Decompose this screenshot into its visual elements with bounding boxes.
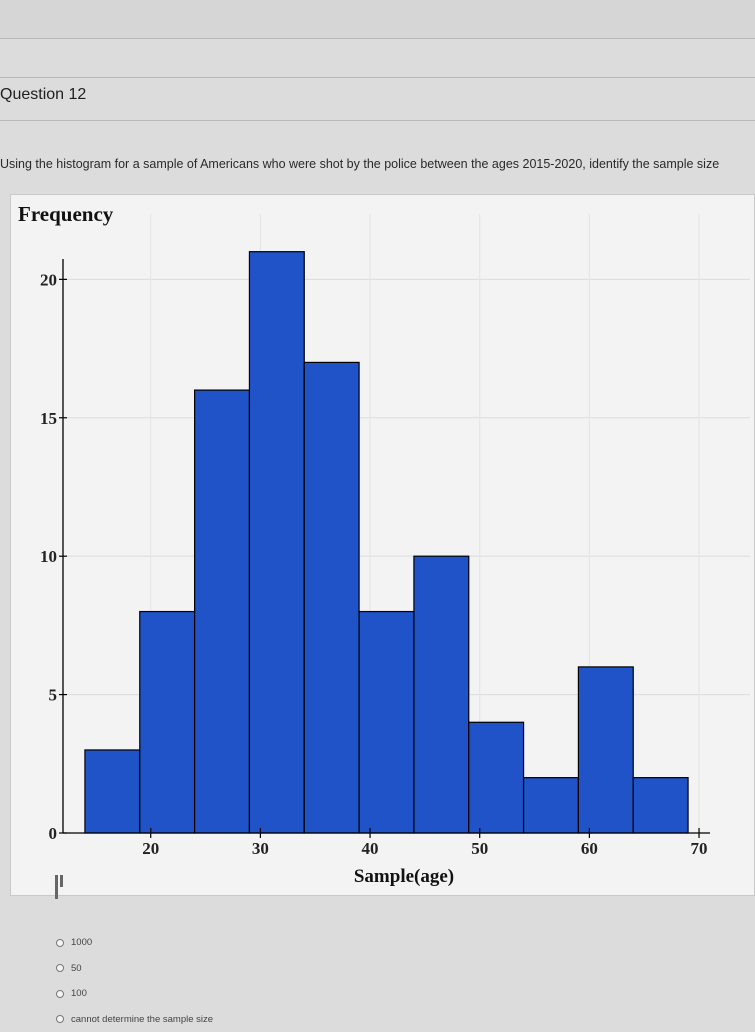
divider	[0, 77, 755, 78]
radio-button[interactable]	[56, 964, 64, 972]
radio-button[interactable]	[56, 939, 64, 947]
y-tick-label: 5	[49, 686, 58, 705]
answer-choices: 1000 50 100 cannot determine the sample …	[56, 930, 213, 1032]
choice-cannot-determine[interactable]: cannot determine the sample size	[56, 1007, 213, 1032]
radio-button[interactable]	[56, 1015, 64, 1023]
x-tick-label: 70	[691, 839, 708, 858]
divider	[0, 120, 755, 121]
histogram-bar-3	[249, 252, 304, 833]
histogram-chart: 0 5 10 15 20 20 30 40 50 60 70 Frequency Sample(ag…	[10, 194, 755, 896]
y-tick-label: 15	[40, 409, 57, 428]
histogram-bar-6	[414, 556, 469, 833]
histogram-bar-9	[578, 667, 633, 833]
choice-label: cannot determine the sample size	[71, 1014, 213, 1025]
list-icon[interactable]	[55, 875, 69, 889]
y-axis-label: Frequency	[18, 202, 114, 226]
divider	[0, 38, 755, 39]
radio-button[interactable]	[56, 990, 64, 998]
histogram-bar-5	[359, 612, 414, 833]
question-prompt: Using the histogram for a sample of Amer…	[0, 157, 755, 171]
y-tick-label: 0	[49, 824, 58, 843]
x-tick-label: 20	[142, 839, 159, 858]
y-tick-label: 10	[40, 547, 57, 566]
histogram-bar-7	[469, 722, 524, 833]
x-tick-label: 40	[362, 839, 379, 858]
choice-50[interactable]: 50	[56, 956, 213, 982]
histogram-bar-10	[633, 778, 688, 833]
histogram-bar-0	[85, 750, 140, 833]
histogram-bar-2	[195, 390, 250, 833]
choice-label: 50	[71, 963, 82, 974]
x-tick-label: 60	[581, 839, 598, 858]
histogram-bar-4	[304, 362, 359, 833]
histogram-bar-1	[140, 612, 195, 833]
histogram-bar-8	[524, 778, 579, 833]
x-tick-label: 30	[252, 839, 269, 858]
choice-label: 100	[71, 988, 87, 999]
y-tick-label: 20	[40, 270, 57, 289]
x-axis-label: Sample(age)	[354, 866, 454, 887]
choice-1000[interactable]: 1000	[56, 930, 213, 956]
choice-label: 1000	[71, 937, 92, 948]
browser-top-bar	[0, 0, 755, 38]
histogram-bars	[85, 252, 688, 833]
choice-100[interactable]: 100	[56, 981, 213, 1007]
x-tick-label: 50	[471, 839, 488, 858]
question-title: Question 12	[0, 86, 86, 104]
